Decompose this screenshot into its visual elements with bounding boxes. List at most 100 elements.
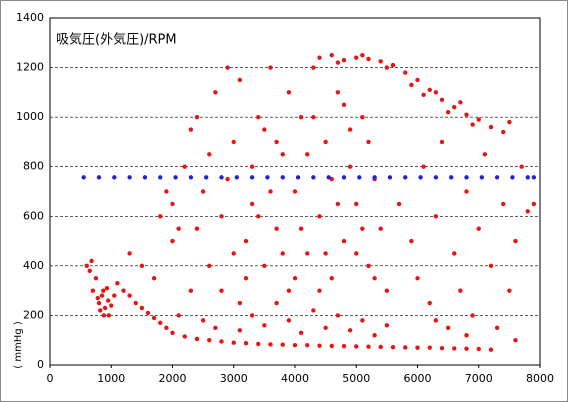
point [164,189,169,194]
point [372,276,377,281]
point [173,175,178,180]
point [476,346,481,352]
point [262,323,267,328]
point [311,65,316,70]
point [231,340,236,345]
point [207,263,212,269]
point [452,346,457,351]
point [95,295,100,301]
point [433,175,439,180]
point [237,300,243,306]
point [445,109,451,115]
point [243,276,249,281]
x-tick-label: 4000 [281,372,309,385]
point [360,52,365,58]
point [384,323,390,328]
point [139,305,145,311]
point [366,56,371,62]
point [305,342,310,348]
point [409,82,414,88]
point [384,65,390,70]
point [280,175,285,180]
point [231,251,236,256]
point [139,263,145,269]
point [274,300,279,306]
x-tick-label: 8000 [526,372,554,385]
point [280,251,285,256]
point [219,288,224,293]
point [360,318,365,323]
point [99,293,105,298]
point [256,214,261,219]
point [295,175,301,180]
point [378,59,383,64]
point [176,226,181,231]
point [452,105,457,110]
point [366,344,371,349]
point [298,226,304,231]
x-tick-label: 2000 [159,372,187,385]
point [347,328,353,333]
point [464,175,469,180]
point [372,175,377,180]
point [207,338,212,343]
point [494,325,500,331]
point [488,124,494,130]
point [513,238,518,244]
y-tick-label: 400 [23,259,44,272]
point [200,318,206,323]
point [142,175,148,180]
point [170,330,175,335]
point [305,251,310,256]
y-tick-label: 1000 [16,110,44,123]
point [464,112,469,117]
point [133,300,138,306]
point [305,152,310,157]
point [433,214,439,219]
x-tick-label: 3000 [220,372,248,385]
point [317,55,322,60]
y-tick-label: 200 [23,308,44,321]
point [341,343,347,349]
point [262,263,267,269]
point [194,226,200,231]
point [182,334,187,339]
point [396,201,402,207]
point [89,258,94,264]
point [200,189,206,194]
point [341,102,347,107]
point [458,288,463,293]
point [470,122,475,127]
point [243,238,249,244]
point [510,175,515,180]
y-tick-label: 1200 [16,61,44,74]
point [262,127,267,132]
point [203,175,209,180]
x-tick-label: 7000 [465,372,493,385]
point [93,276,99,281]
point [476,117,481,122]
point [507,288,512,293]
point [286,318,292,323]
point [390,62,396,68]
point [317,343,322,348]
point [219,175,224,180]
point [494,175,500,180]
point [415,276,420,281]
point [286,288,292,293]
point [464,333,469,338]
point [501,129,506,135]
point [188,288,194,293]
point [170,201,175,207]
point [403,70,408,75]
point [357,175,362,180]
point [317,214,322,219]
point [329,276,334,281]
point [439,345,445,351]
point [237,328,243,333]
point [96,175,102,180]
point [127,251,132,256]
point [145,310,151,316]
point [439,97,445,102]
point [158,320,163,326]
